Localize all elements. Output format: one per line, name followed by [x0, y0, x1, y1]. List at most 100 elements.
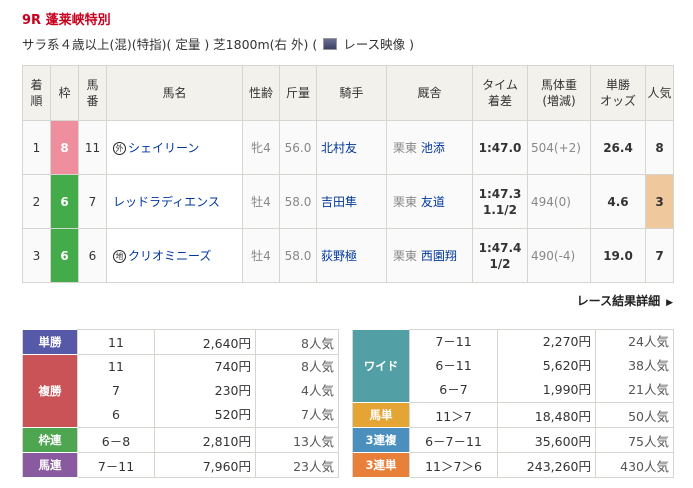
video-icon[interactable] — [323, 37, 338, 50]
race-conditions: サラ系４歳以上(混)(特指)( 定量 ) 芝1800m(右 外) ( レース映像… — [22, 34, 414, 53]
race-detail-link[interactable]: レース結果詳細 ▶ — [576, 294, 673, 308]
payout-amount: 2,270円 — [542, 334, 591, 349]
region: 栗東 — [393, 141, 418, 155]
sex-age: 牡4 — [242, 228, 280, 283]
result-row: 1 8 11 外シェイリーン 牝4 56.0 北村友 栗東 池添 1:47.0 … — [22, 120, 674, 175]
horse-number: 6 — [78, 228, 107, 283]
body-weight: 494(0) — [527, 174, 591, 229]
header-pop: 人気 — [645, 65, 674, 121]
header-rank: 着順 — [22, 65, 51, 121]
header-row: 着順 枠 馬番 馬名 性齢 斤量 騎手 厩舎 タイム 着差 馬体重 (増減) 単勝オ… — [22, 65, 674, 121]
payout-popularity: 38人気 — [628, 358, 669, 373]
weight: 58.0 — [279, 174, 317, 229]
payout-row: 3連単 11＞7＞6 243,260円 430人気 — [352, 452, 674, 478]
payout-popularity: 430人気 — [595, 452, 674, 478]
trainer-link[interactable]: 友道 — [420, 195, 445, 209]
payout-row: 馬単 11＞7 18,480円 50人気 — [352, 402, 674, 428]
header-weight: 斤量 — [279, 65, 317, 121]
payout-table-left: 単勝 11 2,640円 8人気 複勝 11 7 6 740円 230円 520円 8人気 4人気 7人気… — [22, 329, 339, 478]
bet-type-label: ワイド — [352, 329, 410, 403]
jockey-link[interactable]: 北村友 — [316, 120, 387, 175]
combination: 11＞7＞6 — [409, 452, 498, 478]
combination: 11 — [77, 329, 155, 355]
trainer-cell: 栗東 池添 — [386, 120, 473, 175]
payout-popularity-cell: 8人気 4人気 7人気 — [255, 354, 339, 428]
bet-type-label: 馬単 — [352, 402, 410, 428]
combination: 6－8 — [77, 427, 155, 453]
sex-age: 牝4 — [242, 120, 280, 175]
payout-popularity: 50人気 — [595, 402, 674, 428]
result-row: 3 6 6 地クリオミニーズ 牡4 58.0 荻野極 栗東 西園翔 1:47.4… — [22, 228, 674, 283]
payout-popularity: 21人気 — [628, 382, 669, 397]
arrow-right-icon: ▶ — [666, 298, 673, 308]
payout-popularity: 13人気 — [255, 427, 339, 453]
combination: 11 — [108, 359, 124, 374]
time-margin: 1:47.0 — [472, 120, 528, 175]
header-sexage: 性齢 — [242, 65, 280, 121]
jockey-link[interactable]: 吉田隼 — [316, 174, 387, 229]
results-table: 着順 枠 馬番 馬名 性齢 斤量 騎手 厩舎 タイム 着差 馬体重 (増減) 単勝オ… — [22, 65, 674, 283]
odds: 4.6 — [590, 174, 646, 229]
conditions-text: サラ系４歳以上(混)(特指)( 定量 ) 芝1800m(右 外) ( — [22, 37, 318, 52]
horse-name-link[interactable]: クリオミニーズ — [128, 249, 212, 263]
region: 栗東 — [393, 195, 418, 209]
payout-amount: 2,640円 — [154, 329, 256, 355]
payout-amount-cell: 2,270円 5,620円 1,990円 — [497, 329, 596, 403]
weight: 56.0 — [279, 120, 317, 175]
bet-type-label: 3連単 — [352, 452, 410, 478]
payout-row: 複勝 11 7 6 740円 230円 520円 8人気 4人気 7人気 — [22, 354, 339, 428]
combination: 7 — [112, 383, 120, 398]
odds: 19.0 — [590, 228, 646, 283]
payout-popularity: 8人気 — [255, 329, 339, 355]
waku: 8 — [50, 120, 79, 175]
result-row: 2 6 7 レッドラディエンス 牡4 58.0 吉田隼 栗東 友道 1:47.3… — [22, 174, 674, 229]
horse-name-link[interactable]: レッドラディエンス — [113, 195, 220, 209]
payout-amount: 2,810円 — [154, 427, 256, 453]
payout-popularity: 8人気 — [301, 359, 334, 374]
rank: 3 — [22, 228, 51, 283]
payout-popularity: 24人気 — [628, 334, 669, 349]
rank: 1 — [22, 120, 51, 175]
trainer-cell: 栗東 友道 — [386, 174, 473, 229]
horse-name-cell: レッドラディエンス — [106, 174, 243, 229]
sex-age: 牡4 — [242, 174, 280, 229]
popularity: 7 — [645, 228, 674, 283]
trainer-link[interactable]: 西園翔 — [420, 249, 457, 263]
header-body: 馬体重 (増減) — [527, 65, 591, 121]
popularity: 3 — [645, 174, 674, 229]
header-waku: 枠 — [50, 65, 79, 121]
horse-name-link[interactable]: シェイリーン — [128, 141, 200, 155]
payout-row: 単勝 11 2,640円 8人気 — [22, 329, 339, 355]
combination-cell: 7－11 6－11 6－7 — [409, 329, 498, 403]
combination-cell: 11 7 6 — [77, 354, 155, 428]
payout-amount: 740円 — [214, 359, 251, 374]
horse-mark-icon: 地 — [113, 250, 126, 263]
race-video-link[interactable]: レース映像 ) — [343, 37, 414, 52]
payout-popularity: 75人気 — [595, 427, 674, 453]
jockey-link[interactable]: 荻野極 — [316, 228, 387, 283]
combination: 6 — [112, 407, 120, 422]
payout-popularity: 23人気 — [255, 452, 339, 478]
trainer-link[interactable]: 池添 — [420, 141, 445, 155]
rank: 2 — [22, 174, 51, 229]
region: 栗東 — [393, 249, 418, 263]
header-name: 馬名 — [106, 65, 243, 121]
header-trainer: 厩舎 — [386, 65, 473, 121]
time-margin: 1:47.4 1/2 — [472, 228, 528, 283]
payout-amount: 35,600円 — [497, 427, 596, 453]
payout-amount: 18,480円 — [497, 402, 596, 428]
waku: 6 — [50, 174, 79, 229]
payout-amount: 520円 — [214, 407, 251, 422]
header-odds: 単勝 オッズ — [590, 65, 646, 121]
payout-amount: 5,620円 — [542, 358, 591, 373]
horse-number: 11 — [78, 120, 107, 175]
body-weight: 504(+2) — [527, 120, 591, 175]
horse-number: 7 — [78, 174, 107, 229]
header-time: タイム 着差 — [472, 65, 528, 121]
payout-amount: 243,260円 — [497, 452, 596, 478]
payout-row: 馬連 7－11 7,960円 23人気 — [22, 452, 339, 478]
race-title: 9R 蓬莱峡特別 — [22, 13, 111, 28]
waku: 6 — [50, 228, 79, 283]
odds: 26.4 — [590, 120, 646, 175]
combination: 6－11 — [435, 358, 472, 373]
